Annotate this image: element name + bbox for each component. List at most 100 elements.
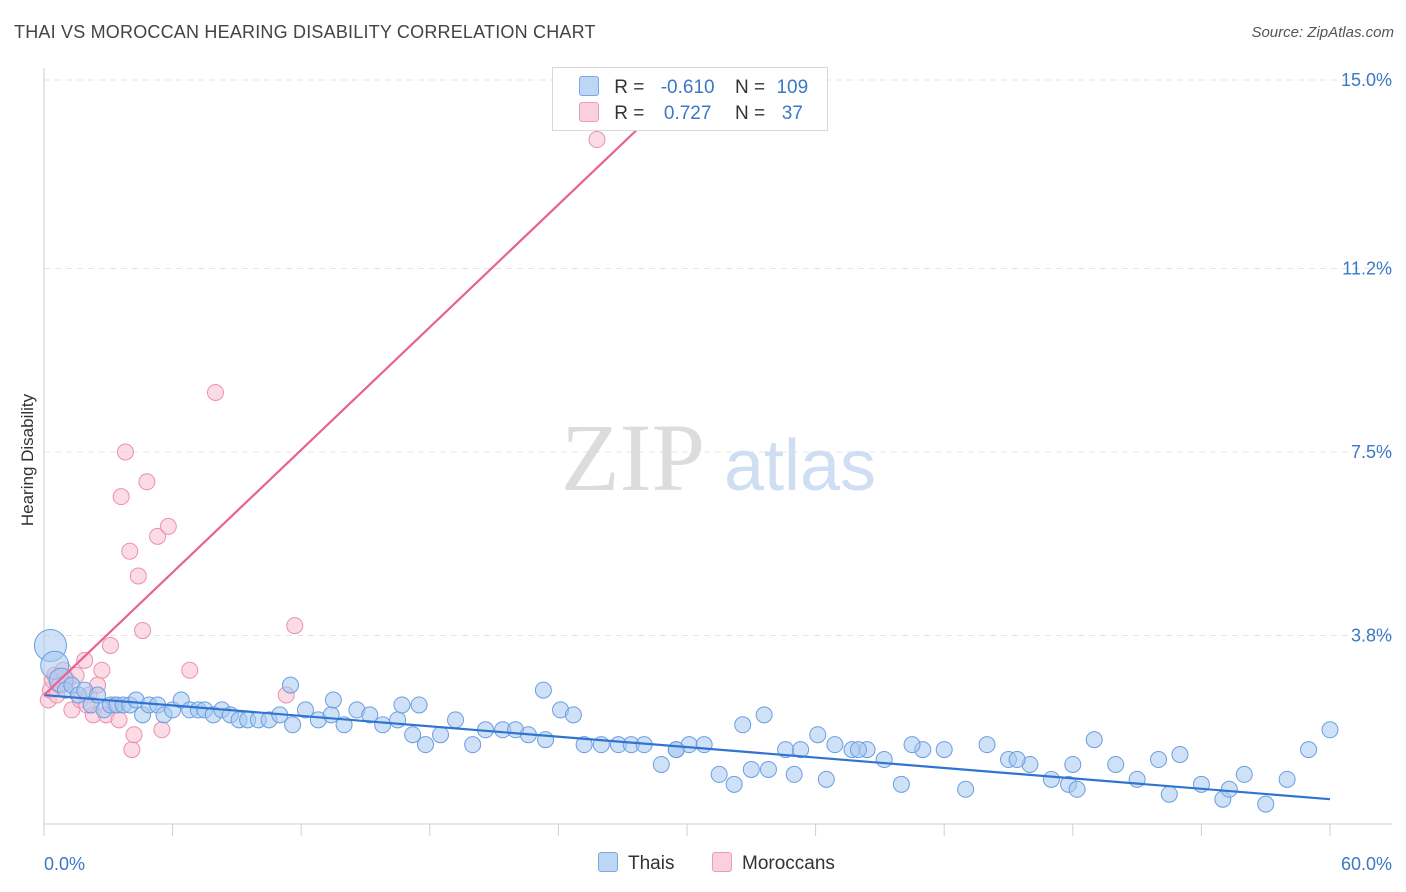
moroccan-point	[101, 636, 119, 654]
thai-point	[1008, 751, 1026, 769]
moroccan-point	[121, 542, 139, 560]
thai-point	[875, 751, 893, 769]
legend-row-moroccans: R = 0.727 N = 37	[579, 102, 814, 126]
thai-point	[903, 736, 921, 754]
thai-point	[1160, 785, 1178, 803]
thai-point	[417, 736, 435, 754]
watermark-atlas: atlas	[724, 426, 876, 506]
thai-point	[849, 741, 867, 759]
legend-r-label: R =	[614, 77, 645, 98]
axes	[43, 68, 1392, 836]
legend-item-thais[interactable]: Thais	[598, 852, 674, 875]
legend-n-label: N =	[734, 77, 766, 98]
thais-trend-line	[43, 693, 1331, 801]
thai-point	[695, 736, 713, 754]
thai-point	[284, 716, 302, 734]
thai-point	[296, 701, 314, 719]
moroccan-point	[112, 488, 130, 506]
legend-r-label: R =	[614, 103, 645, 124]
moroccans-swatch	[579, 102, 599, 122]
thai-point	[404, 726, 422, 744]
legend-n-value: 109	[776, 77, 809, 98]
thai-point	[335, 716, 353, 734]
y-tick-label: 11.2%	[1342, 258, 1392, 278]
thai-point	[1300, 741, 1318, 759]
moroccan-point	[125, 726, 143, 744]
legend-row-thais: R = -0.610 N = 109	[579, 76, 814, 100]
thai-point	[792, 741, 810, 759]
gridlines	[44, 79, 1390, 637]
x-tick-label: 0.0%	[44, 854, 85, 874]
legend-item-moroccans[interactable]: Moroccans	[712, 852, 835, 875]
moroccan-point	[149, 527, 167, 545]
thai-point	[1068, 780, 1086, 798]
thai-point	[1085, 731, 1103, 749]
thai-point	[957, 780, 975, 798]
thai-point	[652, 755, 670, 773]
thai-point	[374, 716, 392, 734]
thai-point	[734, 716, 752, 734]
thai-point	[785, 765, 803, 783]
thai-point	[534, 681, 552, 699]
thai-point	[1220, 780, 1238, 798]
thai-point	[1278, 770, 1296, 788]
legend-moroccans-label: Moroccans	[742, 853, 835, 874]
moroccan-point	[129, 567, 147, 585]
thai-point	[389, 711, 407, 729]
moroccan-point	[159, 517, 177, 535]
y-tick-label: 3.8%	[1351, 626, 1392, 646]
thai-point	[667, 741, 685, 759]
moroccan-point	[123, 741, 141, 759]
moroccan-point	[181, 661, 199, 679]
thai-point	[725, 775, 743, 793]
thai-point	[447, 711, 465, 729]
watermark: ZIP atlas	[561, 404, 876, 511]
thai-point	[464, 736, 482, 754]
thai-point	[892, 775, 910, 793]
thai-point	[1064, 755, 1082, 773]
moroccan-point	[93, 661, 111, 679]
moroccans-series	[39, 131, 606, 759]
thai-point	[410, 696, 428, 714]
thai-point	[1235, 765, 1253, 783]
thai-point	[1150, 751, 1168, 769]
thai-point	[1171, 746, 1189, 764]
thai-point	[755, 706, 773, 724]
watermark-zip: ZIP	[561, 404, 705, 511]
legend-r-value: 0.727	[663, 103, 712, 124]
y-tick-label: 7.5%	[1351, 442, 1392, 462]
thai-point	[1107, 755, 1125, 773]
moroccans-trend-line	[43, 79, 690, 696]
moroccan-point	[153, 721, 171, 739]
y-tick-label: 15.0%	[1341, 70, 1392, 90]
thai-point	[710, 765, 728, 783]
correlation-legend: R = -0.610 N = 109 R = 0.727 N = 37	[552, 67, 828, 131]
thai-point	[809, 726, 827, 744]
trend-lines	[43, 79, 1331, 801]
thais-swatch	[598, 852, 618, 872]
moroccan-point	[588, 131, 606, 149]
moroccan-point	[76, 651, 94, 669]
thai-point	[935, 741, 953, 759]
legend-n-label: N =	[734, 103, 766, 124]
legend-n-value: 37	[781, 103, 803, 124]
thai-point	[324, 691, 342, 709]
thai-point	[817, 770, 835, 788]
thai-point	[281, 676, 299, 694]
moroccan-point	[206, 383, 224, 401]
tick-labels: 3.8% 7.5% 11.2% 15.0% 0.0% 60.0%	[44, 70, 1392, 874]
thai-point	[564, 706, 582, 724]
thai-point	[1321, 721, 1339, 739]
moroccan-point	[134, 622, 152, 640]
thai-point	[432, 726, 450, 744]
chart-title: THAI VS MOROCCAN HEARING DISABILITY CORR…	[14, 22, 596, 42]
thai-point	[361, 706, 379, 724]
thai-point	[978, 736, 996, 754]
moroccan-point	[116, 443, 134, 461]
thai-point	[1257, 795, 1275, 813]
legend-r-value: -0.610	[660, 77, 715, 98]
thais-swatch	[579, 76, 599, 96]
thai-point	[575, 736, 593, 754]
source-label: Source: ZipAtlas.com	[1251, 24, 1394, 41]
x-tick-label: 60.0%	[1341, 854, 1392, 874]
